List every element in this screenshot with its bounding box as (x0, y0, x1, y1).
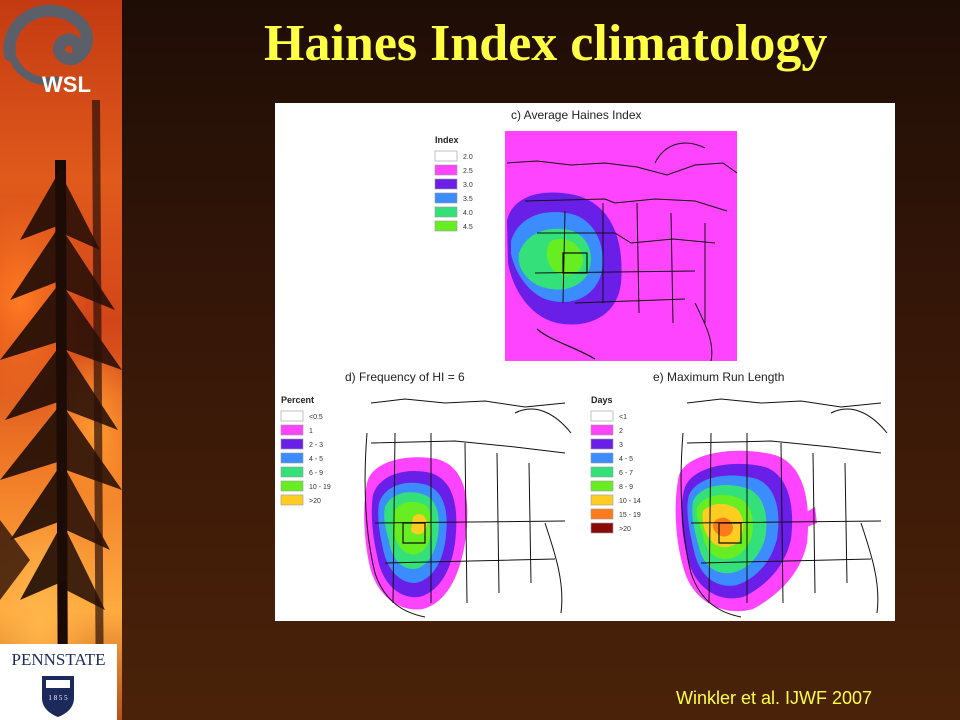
legend-label: 1 (309, 428, 313, 435)
panel-e-legend: <1 2 3 4 - 5 6 - 7 8 - 9 10 - 14 15 - 19 >20 (590, 410, 641, 534)
legend-label: 3.0 (463, 182, 473, 189)
legend-swatch (280, 452, 304, 464)
legend-label: 10 - 14 (619, 498, 641, 505)
legend-swatch (280, 424, 304, 436)
legend-label: 3.5 (463, 196, 473, 203)
legend-label: 10 - 19 (309, 484, 331, 491)
legend-label: >20 (309, 498, 321, 505)
legend-swatch (590, 410, 614, 422)
pennstate-logo: PENNSTATE 1 8 5 5 (0, 644, 117, 720)
panel-e-title: e) Maximum Run Length (653, 370, 784, 384)
legend-swatch (280, 438, 304, 450)
legend-label: 15 - 19 (619, 512, 641, 519)
legend-swatch (434, 206, 458, 218)
panel-e-map (659, 389, 895, 619)
legend-label: 2.5 (463, 168, 473, 175)
legend-label: 2 - 3 (309, 442, 323, 449)
panel-average-haines-index: c) Average Haines Index Index 2.0 2.5 3.0 3… (434, 108, 737, 361)
legend-label: 4.0 (463, 210, 473, 217)
legend-swatch (280, 494, 304, 506)
legend-swatch (434, 192, 458, 204)
legend-swatch (280, 480, 304, 492)
slide-title: Haines Index climatology (264, 15, 828, 72)
legend-swatch (590, 508, 614, 520)
legend-swatch (280, 410, 304, 422)
panel-c-legend: 2.0 2.5 3.0 3.5 4.0 4.5 (434, 150, 473, 232)
pennstate-wordmark: PENNSTATE (11, 650, 106, 669)
legend-label: 4 - 5 (309, 456, 323, 463)
panel-c-title: c) Average Haines Index (511, 108, 642, 122)
legend-label: 6 - 9 (309, 470, 323, 477)
legend-swatch (434, 164, 458, 176)
panel-d-legend: <0.5 1 2 - 3 4 - 5 6 - 9 10 - 19 >20 (280, 410, 331, 506)
legend-swatch (590, 494, 614, 506)
legend-label: 3 (619, 442, 623, 449)
legend-label: 2.0 (463, 154, 473, 161)
panel-d-title: d) Frequency of HI = 6 (345, 370, 465, 384)
legend-swatch (280, 466, 304, 478)
legend-label: 2 (619, 428, 623, 435)
legend-swatch (590, 424, 614, 436)
legend-swatch (434, 220, 458, 232)
legend-label: 8 - 9 (619, 484, 633, 491)
legend-swatch (590, 438, 614, 450)
decorative-fire-strip: WSL (0, 0, 122, 720)
legend-swatch (590, 452, 614, 464)
panel-c-map (505, 131, 737, 361)
legend-swatch (590, 522, 614, 534)
legend-label: 6 - 7 (619, 470, 633, 477)
panel-e-legend-title: Days (591, 395, 613, 405)
legend-swatch (434, 178, 458, 190)
panel-c-legend-title: Index (435, 135, 459, 145)
legend-label: 4.5 (463, 224, 473, 231)
wsl-logo-text: WSL (42, 72, 91, 97)
haines-index-figure: c) Average Haines Index Index 2.0 2.5 3.0 3… (275, 103, 895, 621)
panel-frequency-hi-6: d) Frequency of HI = 6 Percent <0.5 1 2 - … (280, 370, 579, 619)
legend-label: <1 (619, 414, 627, 421)
wsl-logo: WSL (3, 4, 94, 97)
pennstate-year: 1 8 5 5 (48, 694, 68, 702)
legend-swatch (434, 150, 458, 162)
panel-maximum-run-length: e) Maximum Run Length Days <1 2 3 4 - 5 6 - … (590, 370, 895, 619)
pennstate-shield-icon: 1 8 5 5 (42, 676, 74, 717)
legend-swatch (590, 466, 614, 478)
legend-label: <0.5 (309, 414, 323, 421)
tree-silhouette-image (0, 100, 122, 720)
legend-label: >20 (619, 526, 631, 533)
legend-swatch (590, 480, 614, 492)
citation-text: Winkler et al. IJWF 2007 (676, 688, 873, 708)
panel-d-map (343, 389, 579, 619)
panel-d-legend-title: Percent (281, 395, 314, 405)
legend-label: 4 - 5 (619, 456, 633, 463)
